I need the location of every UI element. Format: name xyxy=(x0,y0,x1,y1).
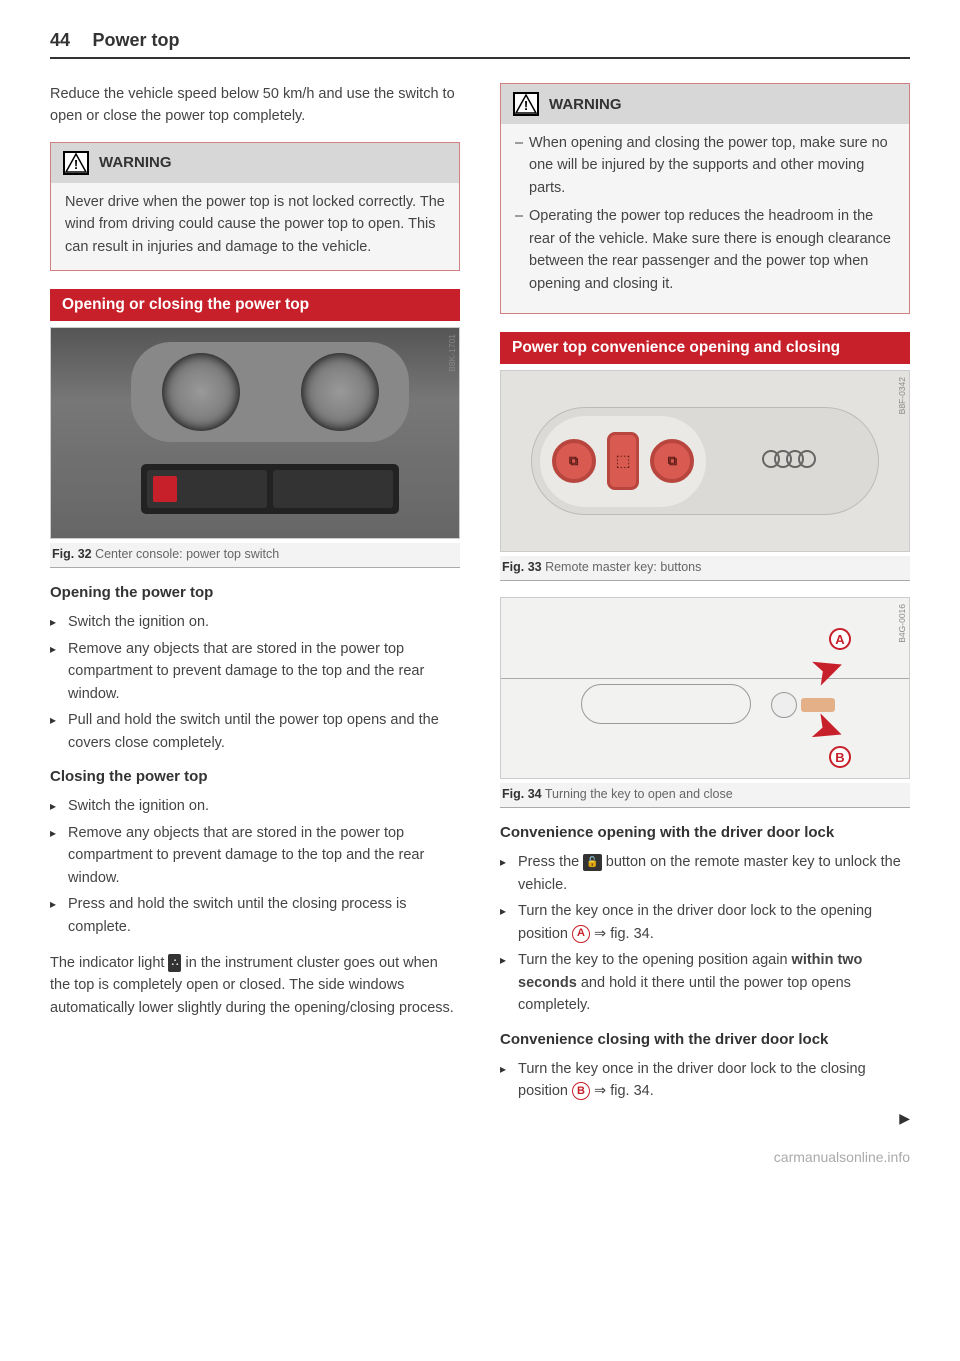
fig-num: Fig. 34 xyxy=(502,787,542,801)
warning-body: When opening and closing the power top, … xyxy=(501,124,909,313)
figure-33-caption: Fig. 33 Remote master key: buttons xyxy=(500,556,910,581)
figure-33: ⧉ ⬚ ⧉ B8F-0342 xyxy=(500,370,910,552)
svg-text:!: ! xyxy=(524,98,528,113)
callout-a-ref: A xyxy=(572,925,590,943)
fig-text: Remote master key: buttons xyxy=(542,560,702,574)
fig-num: Fig. 32 xyxy=(52,547,92,561)
warning-header: ! WARNING xyxy=(501,84,909,124)
step: Remove any objects that are stored in th… xyxy=(50,638,460,705)
step-text: Press the xyxy=(518,854,583,870)
conv-open-heading: Convenience opening with the driver door… xyxy=(500,824,910,841)
warning-item: When opening and closing the power top, … xyxy=(515,132,895,199)
step: Turn the key once in the driver door loc… xyxy=(500,1058,910,1103)
fig-text: Turning the key to open and close xyxy=(542,787,733,801)
continue-arrow-icon: ▶ xyxy=(899,1110,910,1127)
arrow-open-icon: ➤ xyxy=(804,642,851,697)
warning-triangle-icon: ! xyxy=(513,92,539,116)
step-text: Turn the key once in the driver door loc… xyxy=(518,1061,866,1099)
conv-close-heading: Convenience closing with the driver door… xyxy=(500,1031,910,1048)
trunk-button-icon: ⬚ xyxy=(607,432,639,490)
console-illustration xyxy=(51,328,459,538)
warning-box-1: ! WARNING Never drive when the power top… xyxy=(50,142,460,271)
svg-text:!: ! xyxy=(74,157,78,172)
figure-code: B8F-0342 xyxy=(897,377,907,414)
figure-32: B8K-1701 xyxy=(50,327,460,539)
fig-text: Center console: power top switch xyxy=(92,547,280,561)
figure-code: B4G-0016 xyxy=(897,604,907,643)
opening-steps: Switch the ignition on. Remove any objec… xyxy=(50,611,460,754)
step: Press and hold the switch until the clos… xyxy=(50,893,460,938)
step: Remove any objects that are stored in th… xyxy=(50,822,460,889)
left-column: Reduce the vehicle speed below 50 km/h a… xyxy=(50,83,460,1117)
opening-heading: Opening the power top xyxy=(50,584,460,601)
step-text: Turn the key once in the driver door loc… xyxy=(518,903,872,941)
warning-label: WARNING xyxy=(99,154,172,171)
powertop-indicator-icon: ⛬ xyxy=(168,954,181,972)
warning-item: Operating the power top reduces the head… xyxy=(515,205,895,295)
step-text: ⇒ fig. 34. xyxy=(590,1083,654,1099)
callout-b-ref: B xyxy=(572,1082,590,1100)
step-text: ⇒ fig. 34. xyxy=(590,926,654,942)
step: Turn the key to the opening position aga… xyxy=(500,949,910,1016)
warning-label: WARNING xyxy=(549,96,622,113)
figure-code: B8K-1701 xyxy=(447,334,457,372)
callout-a: A xyxy=(829,628,851,650)
section-heading-red: Opening or closing the power top xyxy=(50,289,460,321)
content-columns: Reduce the vehicle speed below 50 km/h a… xyxy=(50,83,910,1117)
audi-rings-icon xyxy=(762,450,822,472)
step: Pull and hold the switch until the power… xyxy=(50,709,460,754)
indicator-text-1: The indicator light xyxy=(50,955,168,971)
step: Turn the key once in the driver door loc… xyxy=(500,900,910,945)
page-header: 44 Power top xyxy=(50,30,910,59)
step: Press the 🔓 button on the remote master … xyxy=(500,851,910,896)
warning-body: Never drive when the power top is not lo… xyxy=(51,183,459,270)
keyfob-illustration: ⧉ ⬚ ⧉ xyxy=(501,371,909,551)
lock-button-icon: ⧉ xyxy=(650,439,694,483)
conv-open-steps: Press the 🔓 button on the remote master … xyxy=(500,851,910,1016)
closing-heading: Closing the power top xyxy=(50,768,460,785)
unlock-icon: 🔓 xyxy=(583,854,601,872)
warning-header: ! WARNING xyxy=(51,143,459,183)
right-column: ! WARNING When opening and closing the p… xyxy=(500,83,910,1117)
closing-steps: Switch the ignition on. Remove any objec… xyxy=(50,795,460,938)
warning-box-2: ! WARNING When opening and closing the p… xyxy=(500,83,910,314)
warning-triangle-icon: ! xyxy=(63,151,89,175)
chapter-title: Power top xyxy=(92,30,179,50)
figure-34: ➤ ➤ A B B4G-0016 xyxy=(500,597,910,779)
page-number: 44 xyxy=(50,30,70,50)
intro-paragraph: Reduce the vehicle speed below 50 km/h a… xyxy=(50,83,460,128)
footer-watermark: carmanualsonline.info xyxy=(774,1149,910,1165)
callout-b: B xyxy=(829,746,851,768)
section-heading-red: Power top convenience opening and closin… xyxy=(500,332,910,364)
figure-34-caption: Fig. 34 Turning the key to open and clos… xyxy=(500,783,910,808)
figure-32-caption: Fig. 32 Center console: power top switch xyxy=(50,543,460,568)
unlock-button-icon: ⧉ xyxy=(552,439,596,483)
step: Switch the ignition on. xyxy=(50,611,460,633)
step-text: Turn the key to the opening position aga… xyxy=(518,952,792,968)
conv-close-steps: Turn the key once in the driver door loc… xyxy=(500,1058,910,1103)
fig-num: Fig. 33 xyxy=(502,560,542,574)
doorhandle-illustration: ➤ ➤ A B xyxy=(501,598,909,778)
indicator-paragraph: The indicator light ⛬ in the instrument … xyxy=(50,952,460,1019)
step: Switch the ignition on. xyxy=(50,795,460,817)
